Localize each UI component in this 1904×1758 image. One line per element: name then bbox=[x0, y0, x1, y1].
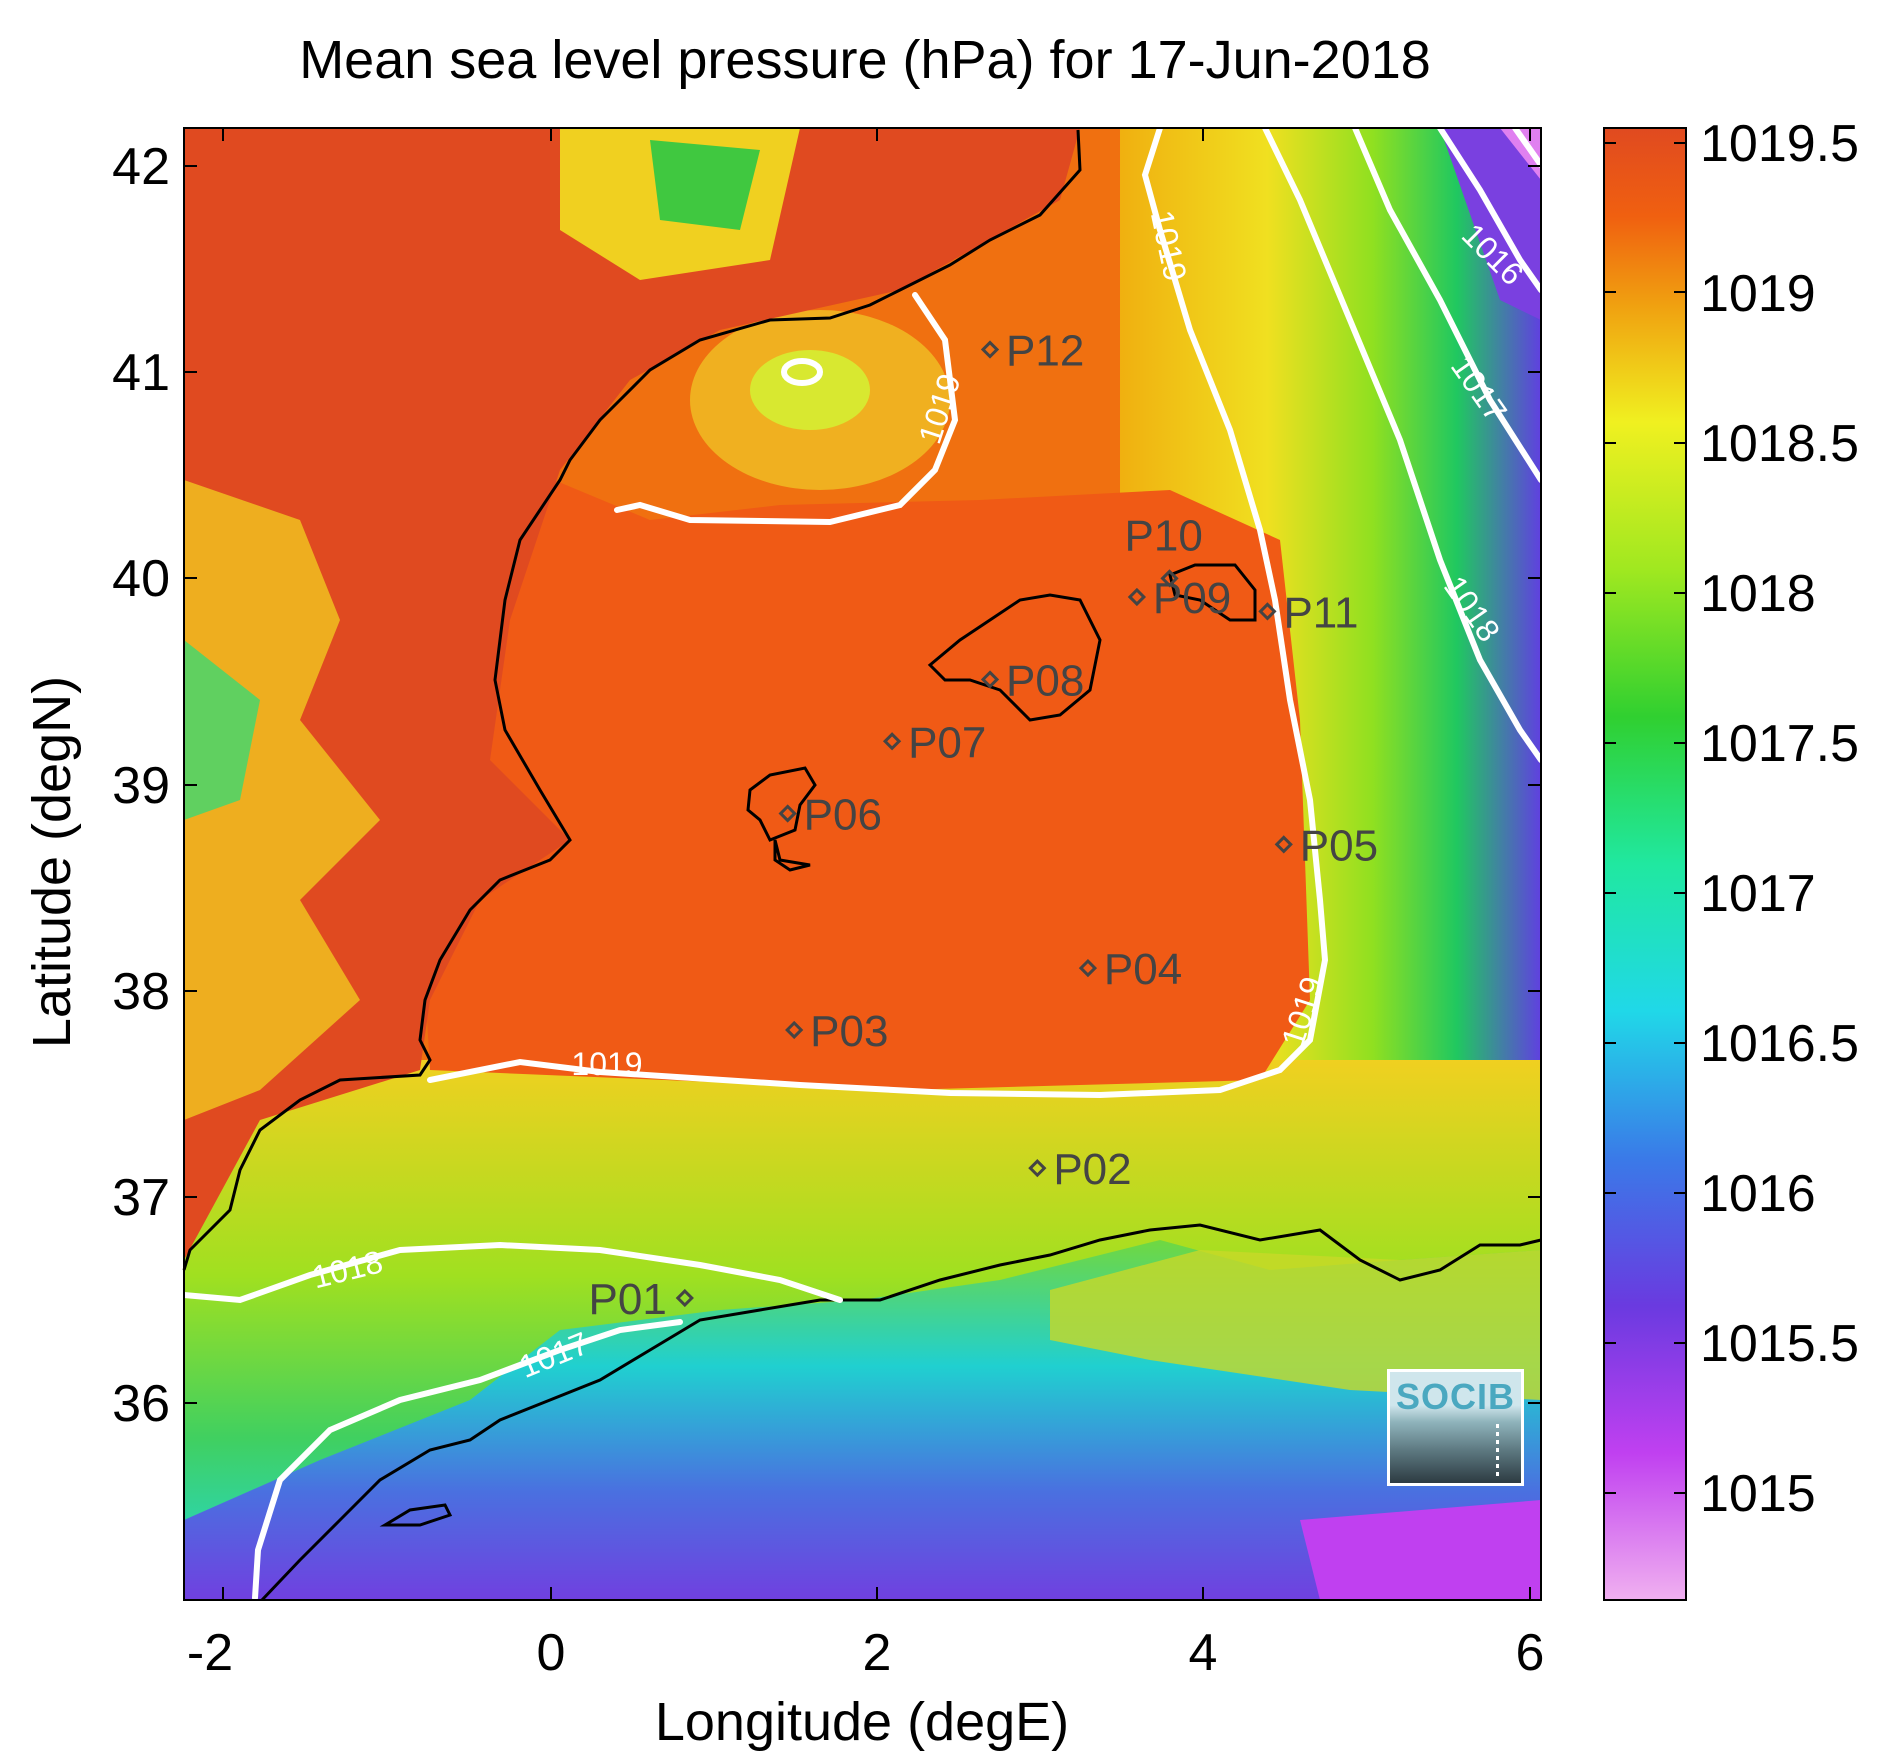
station-marker bbox=[1274, 835, 1293, 854]
station-label: P08 bbox=[1006, 656, 1084, 705]
station-marker bbox=[675, 1288, 694, 1308]
coastlines bbox=[182, 129, 1542, 1602]
station-label: P11 bbox=[1283, 588, 1358, 637]
y-tick-label: 37 bbox=[112, 1169, 170, 1227]
station-label: P05 bbox=[1300, 821, 1378, 870]
station-label: P10 bbox=[1125, 511, 1203, 560]
station-marker bbox=[785, 1020, 804, 1040]
colorbar-ticks bbox=[1604, 142, 1686, 1494]
station-label: P06 bbox=[804, 790, 882, 839]
station-label: P02 bbox=[1053, 1145, 1131, 1194]
station-point: P12 bbox=[980, 327, 1084, 376]
station-label: P12 bbox=[1006, 327, 1084, 376]
colorbar-tick-label: 1019 bbox=[1700, 265, 1816, 323]
station-label: P04 bbox=[1104, 945, 1182, 994]
colorbar-tick-label: 1018 bbox=[1700, 565, 1816, 623]
contour-lines bbox=[181, 125, 1544, 1601]
station-marker bbox=[1127, 587, 1147, 607]
x-tick-label: 4 bbox=[1189, 1624, 1218, 1682]
station-point: P07 bbox=[882, 718, 986, 767]
colorbar-tick-labels: 1019.5 1019 1018.5 1018 1017.5 1017 1016… bbox=[1700, 115, 1859, 1523]
station-point: P06 bbox=[778, 790, 882, 839]
station-label: P07 bbox=[908, 718, 986, 767]
colorbar bbox=[1603, 127, 1687, 1601]
socib-logo-text: SOCIB bbox=[1395, 1376, 1515, 1417]
station-point: P04 bbox=[1078, 945, 1182, 994]
chart-title: Mean sea level pressure (hPa) for 17-Jun… bbox=[299, 30, 1431, 90]
y-tick-label: 38 bbox=[112, 963, 170, 1021]
station-marker bbox=[882, 732, 902, 751]
station-marker bbox=[1078, 958, 1098, 978]
station-point: P03 bbox=[785, 1007, 888, 1056]
colorbar-tick-label: 1016 bbox=[1700, 1165, 1816, 1223]
plot-frame bbox=[183, 127, 1542, 1601]
colorbar-tick-label: 1015 bbox=[1700, 1465, 1816, 1523]
x-tick-label: 2 bbox=[863, 1624, 892, 1682]
axis-tick-marks bbox=[184, 128, 1541, 1600]
station-marker bbox=[1258, 602, 1277, 621]
station-point: P01 bbox=[589, 1275, 694, 1324]
colorbar-tick-label: 1017.5 bbox=[1700, 715, 1859, 773]
y-tick-label: 40 bbox=[112, 550, 170, 608]
y-tick-label: 42 bbox=[112, 138, 170, 196]
y-tick-label: 36 bbox=[112, 1375, 170, 1433]
station-marker bbox=[980, 340, 1000, 359]
y-axis-label: Latitude (degN) bbox=[22, 676, 82, 1048]
station-point: P02 bbox=[1028, 1145, 1132, 1194]
colorbar-tick-label: 1018.5 bbox=[1700, 415, 1859, 473]
station-point: P08 bbox=[980, 656, 1084, 705]
x-tick-label: 6 bbox=[1516, 1624, 1545, 1682]
x-tick-label: 0 bbox=[537, 1624, 566, 1682]
socib-logo: SOCIB bbox=[1387, 1369, 1524, 1486]
x-tick-label: -2 bbox=[187, 1624, 233, 1682]
station-marker bbox=[1028, 1159, 1047, 1178]
contour-label-1019-south: 1019 bbox=[571, 1046, 642, 1082]
x-tick-labels: -2 0 2 4 6 bbox=[187, 1624, 1545, 1682]
y-tick-label: 39 bbox=[112, 757, 170, 815]
station-point: P05 bbox=[1274, 821, 1378, 870]
pressure-field bbox=[184, 128, 1541, 1600]
station-marker bbox=[980, 670, 1000, 689]
station-marker bbox=[778, 804, 797, 823]
colorbar-tick-label: 1019.5 bbox=[1700, 115, 1859, 173]
colorbar-tick-label: 1017 bbox=[1700, 865, 1816, 923]
station-label: P01 bbox=[589, 1275, 667, 1324]
colorbar-tick-label: 1016.5 bbox=[1700, 1015, 1859, 1073]
station-point: P10 bbox=[1125, 511, 1203, 588]
colorbar-tick-label: 1015.5 bbox=[1700, 1315, 1859, 1373]
y-tick-label: 41 bbox=[112, 344, 170, 402]
x-axis-label: Longitude (degE) bbox=[655, 1692, 1069, 1752]
logo-marker-line bbox=[1496, 1424, 1499, 1476]
y-tick-labels: 42 41 40 39 38 37 36 bbox=[112, 138, 170, 1433]
station-marker bbox=[1160, 569, 1179, 588]
station-label: P03 bbox=[810, 1007, 888, 1056]
station-point: P11 bbox=[1258, 588, 1358, 637]
